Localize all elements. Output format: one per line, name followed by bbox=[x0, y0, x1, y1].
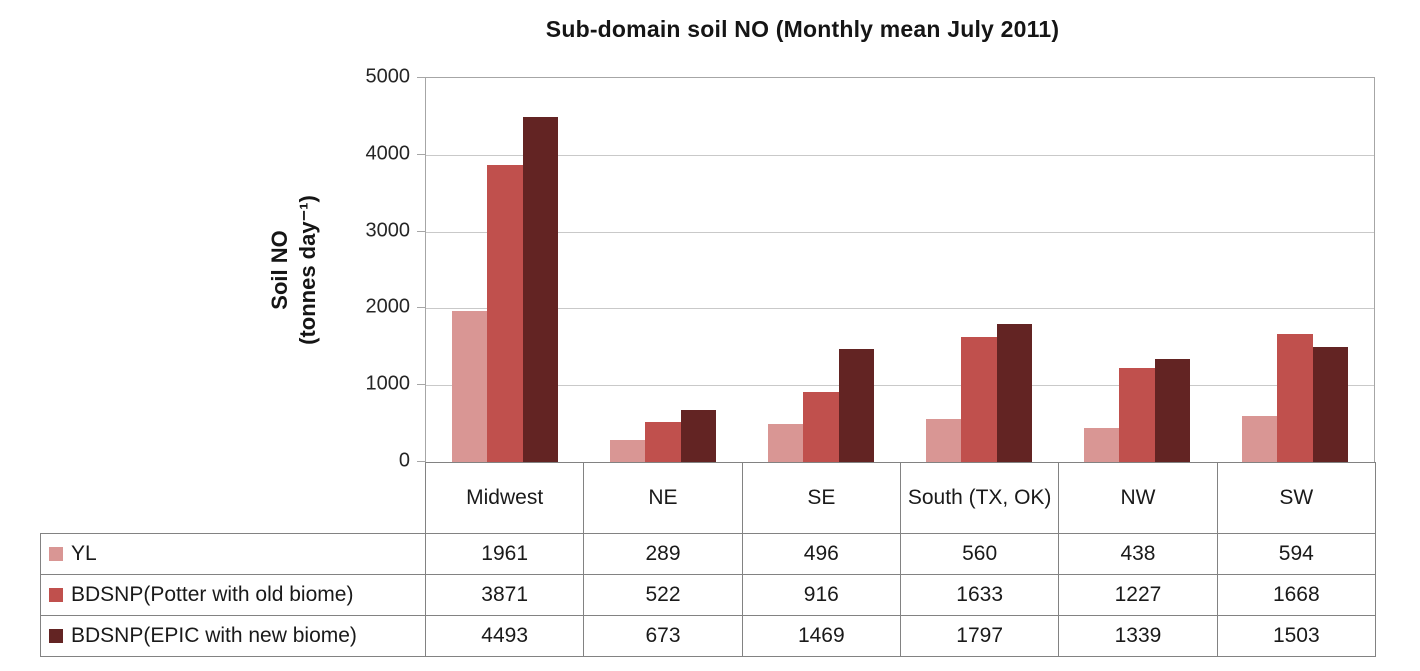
legend-swatch bbox=[49, 629, 63, 643]
value-cell-NW: 1339 bbox=[1058, 615, 1218, 657]
legend-cell: BDSNP(Potter with old biome) bbox=[40, 574, 426, 616]
value-cell-SE: 916 bbox=[741, 574, 901, 616]
y-tick-label: 3000 bbox=[365, 219, 411, 242]
legend-label: YL bbox=[71, 542, 97, 565]
category-cell: NE bbox=[583, 462, 743, 534]
value-cell-Midwest: 4493 bbox=[424, 615, 585, 657]
category-cell: SE bbox=[741, 462, 901, 534]
y-axis-label-line2: (tonnes day⁻¹) bbox=[295, 194, 321, 345]
category-cell: Midwest bbox=[424, 462, 585, 534]
bar-South (TX, OK)-series1 bbox=[961, 336, 997, 462]
y-tick-mark bbox=[417, 307, 425, 309]
value-cell-SW: 594 bbox=[1216, 533, 1377, 575]
y-tick-label: 1000 bbox=[365, 372, 411, 395]
category-cell: NW bbox=[1058, 462, 1218, 534]
chart-title: Sub-domain soil NO (Monthly mean July 20… bbox=[545, 16, 1060, 42]
series-row-0: YL 1961 289 496 560 438 594 bbox=[40, 533, 1377, 575]
series-row-2: BDSNP(EPIC with new biome) 4493 673 1469 179… bbox=[40, 615, 1377, 657]
bar-SE-series0 bbox=[767, 423, 804, 462]
value-cell-South (TX, OK): 1633 bbox=[899, 574, 1060, 616]
value-cell-NW: 1227 bbox=[1058, 574, 1218, 616]
bar-NW-series2 bbox=[1154, 359, 1191, 462]
category-cell: South (TX, OK) bbox=[899, 462, 1060, 534]
data-table: Midwest NE SE South (TX, OK) NW SW YL 1961 289 49… bbox=[40, 462, 1377, 657]
legend-cell: BDSNP(EPIC with new biome) bbox=[40, 615, 426, 657]
y-tick-label: 5000 bbox=[365, 65, 411, 88]
bar-SW-series1 bbox=[1277, 333, 1313, 462]
y-tick-mark bbox=[417, 153, 425, 155]
category-cell: SW bbox=[1216, 462, 1377, 534]
gridline bbox=[426, 154, 1374, 156]
value-cell-SE: 1469 bbox=[741, 615, 901, 657]
bar-South (TX, OK)-series0 bbox=[925, 419, 962, 462]
y-axis-label: Soil NO (tonnes day⁻¹) bbox=[240, 77, 348, 462]
bar-SW-series2 bbox=[1312, 346, 1349, 462]
bar-Midwest-series1 bbox=[487, 164, 523, 462]
legend-swatch bbox=[49, 588, 63, 602]
header-spacer-cell bbox=[41, 463, 426, 534]
bar-NE-series2 bbox=[680, 410, 717, 462]
series-row-1: BDSNP(Potter with old biome) 3871 522 916 16… bbox=[40, 574, 1377, 616]
plot-area bbox=[425, 77, 1375, 462]
bar-NW-series0 bbox=[1083, 428, 1120, 462]
bar-Midwest-series2 bbox=[522, 116, 559, 462]
y-tick-mark bbox=[417, 384, 425, 386]
category-header-row: Midwest NE SE South (TX, OK) NW SW bbox=[41, 462, 1377, 534]
y-tick-label: 0 bbox=[398, 449, 410, 472]
gridline bbox=[426, 308, 1374, 310]
bar-SE-series2 bbox=[838, 349, 875, 462]
y-tick-mark bbox=[417, 461, 425, 462]
value-cell-SE: 496 bbox=[741, 533, 901, 575]
bar-NE-series0 bbox=[609, 439, 646, 462]
gridline bbox=[426, 231, 1374, 233]
value-cell-Midwest: 3871 bbox=[424, 574, 585, 616]
value-cell-SW: 1668 bbox=[1216, 574, 1377, 616]
legend-label: BDSNP(Potter with old biome) bbox=[71, 583, 354, 606]
y-axis-label-line1: Soil NO bbox=[267, 229, 293, 310]
legend-label: BDSNP(EPIC with new biome) bbox=[71, 624, 357, 647]
bar-NW-series1 bbox=[1119, 367, 1155, 462]
value-cell-South (TX, OK): 1797 bbox=[899, 615, 1060, 657]
value-cell-NE: 522 bbox=[583, 574, 743, 616]
bar-SE-series1 bbox=[803, 391, 839, 462]
bar-Midwest-series0 bbox=[451, 311, 488, 462]
value-cell-SW: 1503 bbox=[1216, 615, 1377, 657]
value-cell-South (TX, OK): 560 bbox=[899, 533, 1060, 575]
bar-SW-series0 bbox=[1241, 416, 1278, 462]
value-cell-NE: 673 bbox=[583, 615, 743, 657]
gridline bbox=[426, 385, 1374, 387]
value-cell-NW: 438 bbox=[1058, 533, 1218, 575]
value-cell-NE: 289 bbox=[583, 533, 743, 575]
y-tick-label: 2000 bbox=[365, 295, 411, 318]
y-axis-label-text: Soil NO (tonnes day⁻¹) bbox=[266, 195, 322, 345]
y-tick-label: 4000 bbox=[365, 142, 411, 165]
y-tick-mark bbox=[417, 230, 425, 232]
legend-swatch bbox=[49, 547, 63, 561]
y-tick-mark bbox=[417, 77, 425, 78]
bar-NE-series1 bbox=[645, 421, 681, 462]
legend-cell: YL bbox=[40, 533, 426, 575]
value-cell-Midwest: 1961 bbox=[424, 533, 585, 575]
bar-South (TX, OK)-series2 bbox=[996, 324, 1033, 462]
